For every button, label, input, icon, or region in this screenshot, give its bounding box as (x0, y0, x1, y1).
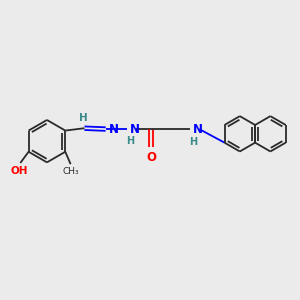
Text: H: H (126, 136, 134, 146)
Text: H: H (80, 113, 88, 123)
Text: O: O (146, 151, 156, 164)
Text: N: N (193, 123, 203, 136)
Text: CH₃: CH₃ (62, 167, 79, 176)
Text: OH: OH (11, 167, 28, 176)
Text: H: H (189, 137, 197, 147)
Text: N: N (109, 123, 118, 136)
Text: N: N (130, 123, 140, 136)
